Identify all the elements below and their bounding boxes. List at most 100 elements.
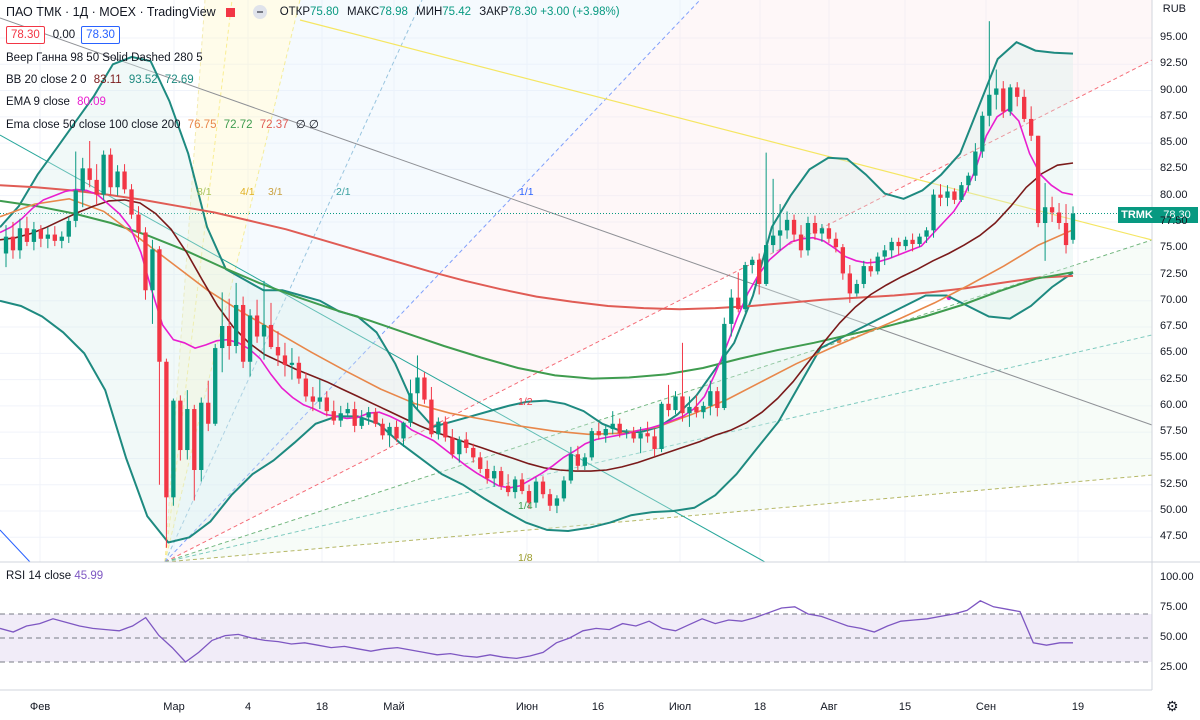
candle [924, 227, 929, 243]
open-value: 75.80 [310, 6, 339, 18]
candle-body [303, 378, 309, 397]
candle-body [763, 245, 769, 284]
candle [638, 426, 643, 454]
gann-fan-shade [165, 0, 300, 562]
candle-body [889, 241, 894, 251]
rsi-tick-label: 75.00 [1160, 601, 1188, 613]
candle-body [924, 230, 929, 237]
currency-label[interactable]: RUB [1162, 3, 1186, 15]
ema200-line [0, 184, 1074, 311]
candle [429, 386, 434, 438]
candle [582, 453, 587, 471]
legend-gann[interactable]: Веер Ганна 98 50 Solid Dashed 280 5 [6, 52, 207, 64]
candle-body [561, 480, 567, 499]
candle-body [722, 323, 727, 408]
candle [659, 401, 664, 453]
candle [784, 211, 790, 239]
candle-body [791, 219, 797, 235]
candle [1070, 206, 1076, 244]
candle-body [896, 241, 901, 247]
bb-lower-value: 72.69 [164, 74, 194, 86]
time-tick-label: 4 [244, 701, 252, 713]
candle-body [659, 403, 664, 449]
trend-line [0, 529, 31, 563]
candle [812, 215, 818, 240]
candle [227, 298, 232, 360]
candle [101, 150, 106, 200]
candle [631, 426, 636, 443]
candle-body [512, 479, 518, 493]
candle-body [45, 234, 51, 239]
candle [708, 380, 713, 416]
settings-gear-icon[interactable]: ⚙ [1166, 698, 1179, 714]
candle [575, 445, 581, 471]
candle-body [80, 168, 85, 191]
candle [917, 233, 922, 248]
candle [17, 218, 23, 259]
candle [847, 265, 852, 303]
candle-body [352, 409, 357, 426]
candle [687, 396, 692, 427]
candle-body [840, 247, 846, 274]
candle [394, 420, 399, 442]
candlesticks [3, 21, 1076, 548]
buy-price-box[interactable]: 78.30 [81, 26, 120, 44]
candle-body [394, 426, 399, 439]
candle [554, 495, 560, 514]
candle [380, 418, 385, 440]
candle-body [66, 220, 71, 237]
candle-body [1056, 212, 1062, 223]
candle-body [185, 409, 190, 451]
candle-body [1063, 222, 1069, 246]
trend-line [0, 134, 766, 563]
collapse-icon[interactable] [252, 5, 267, 19]
trend-line [0, 17, 1153, 426]
candle-body [680, 396, 685, 414]
candle [819, 224, 825, 242]
candle [178, 395, 183, 461]
price-tick-label: 82.50 [1160, 162, 1188, 175]
time-tick-label: Июн [515, 701, 539, 713]
candle-body [261, 324, 267, 337]
candle-body [1001, 88, 1006, 112]
candle-body [401, 422, 406, 439]
open-label: ОТКР [279, 6, 311, 18]
legend-ema3[interactable]: Ema close 50 close 100 close 200 76.75 7… [6, 117, 323, 131]
candle-body [575, 454, 581, 466]
candle-body [38, 229, 44, 239]
symbol-title[interactable]: ПАО ТМК · 1Д · MOEX · TradingView [6, 5, 216, 19]
candle [994, 69, 999, 110]
candle [673, 391, 678, 415]
candle [512, 476, 518, 499]
candle-body [777, 230, 783, 236]
price-tick-label: 50.00 [1160, 504, 1188, 516]
candle [896, 237, 901, 255]
legend-ema9[interactable]: EMA 9 close 80.09 [6, 96, 110, 108]
candle-body [457, 439, 462, 455]
candle [59, 231, 64, 249]
flag-icon[interactable] [225, 7, 235, 17]
time-tick-label: Фев [29, 701, 51, 713]
candle [268, 302, 274, 350]
candle-body [568, 454, 574, 481]
gann-label: 1/2 [518, 396, 533, 408]
candle [770, 178, 776, 253]
gann-fan-line [164, 0, 301, 563]
price-tick-label: 80.00 [1160, 188, 1188, 201]
rsi-legend[interactable]: RSI 14 close 45.99 [6, 570, 103, 582]
candle [471, 443, 476, 463]
legend-bb[interactable]: BB 20 close 2 0 83.11 93.52 72.69 [6, 74, 198, 86]
candle-body [136, 214, 141, 233]
candle [1063, 204, 1069, 254]
candle-body [317, 397, 322, 402]
candle [498, 466, 504, 490]
sell-price-box[interactable]: 78.30 [6, 26, 45, 44]
candle-body [17, 228, 23, 251]
time-tick-label: 18 [753, 701, 767, 713]
candle [24, 216, 30, 247]
low-value: 75.42 [442, 6, 472, 18]
candle-body [450, 437, 455, 455]
candle-body [652, 436, 657, 449]
candle [171, 398, 176, 506]
